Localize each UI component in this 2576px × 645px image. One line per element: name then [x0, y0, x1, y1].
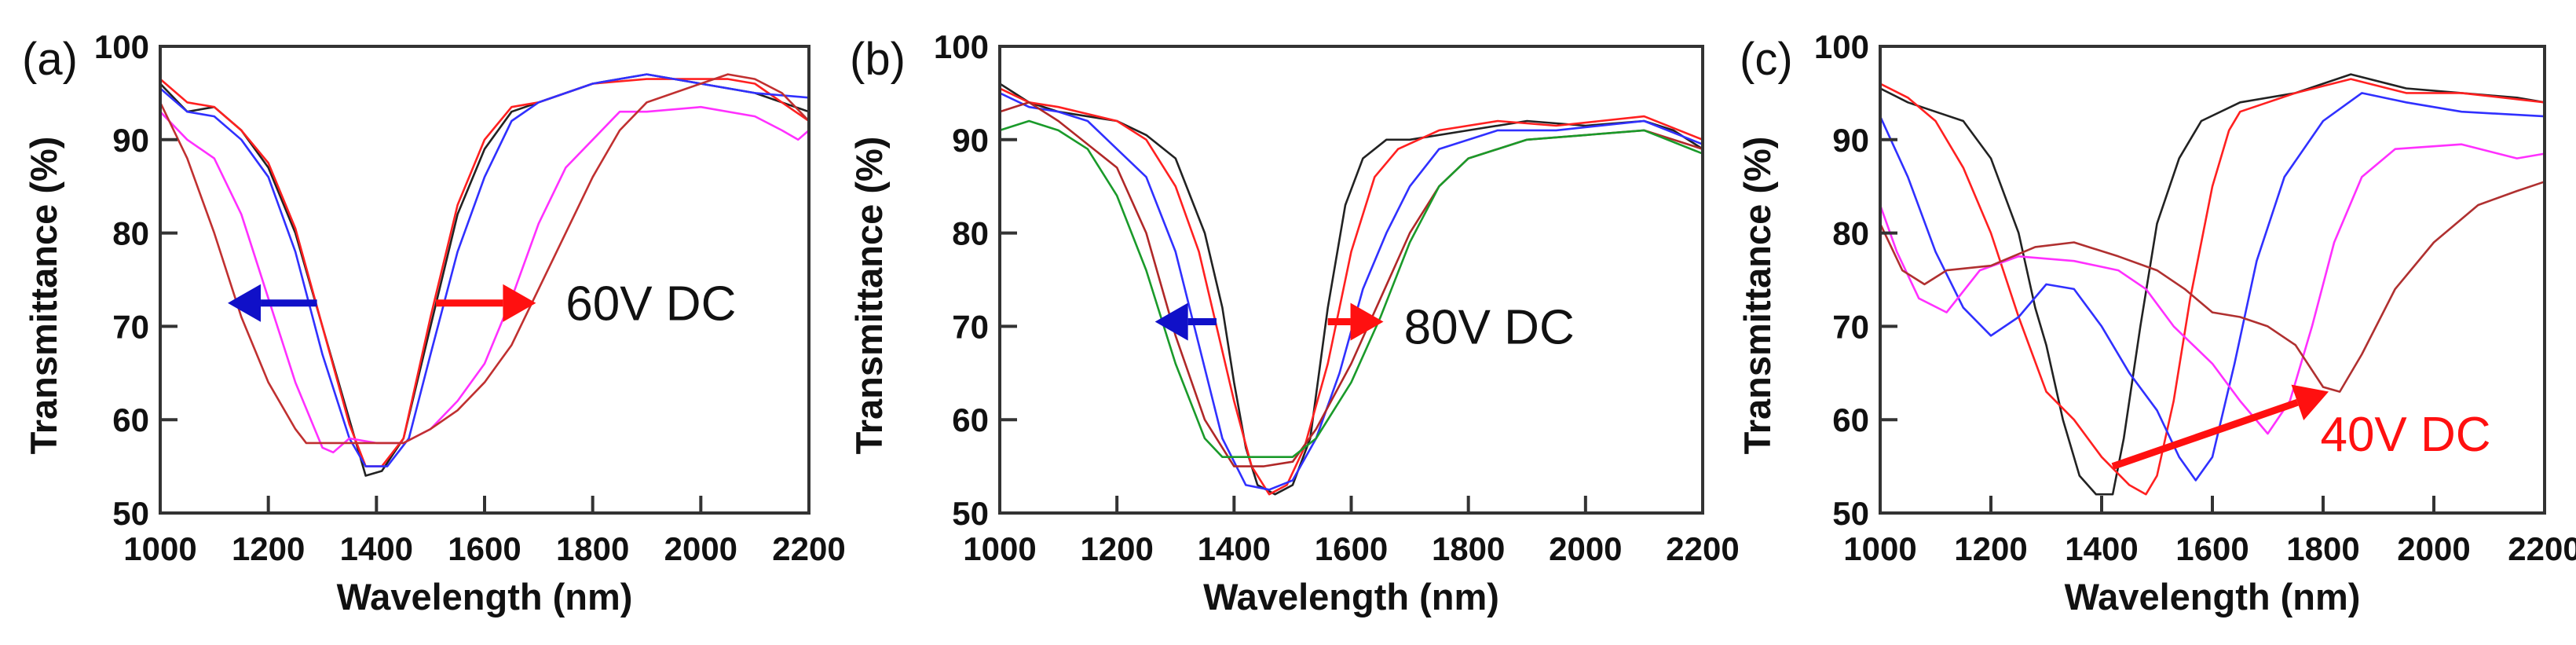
plot-frame: [998, 45, 1704, 515]
voltage-annotation: 60V DC: [565, 277, 736, 332]
series-line-magenta: [1880, 143, 2545, 435]
x-axis-title: Wavelength (nm): [1203, 576, 1499, 618]
panel-c: (c) 1000 1200 1400 1600 1800 2000 2200 50 60 70 80 9…: [1736, 28, 2576, 618]
shift-arrow: [1154, 302, 1217, 341]
y-tick-label: 70: [112, 308, 149, 345]
arrow-head-icon: [1350, 302, 1384, 341]
x-tick-label: 1400: [2065, 530, 2138, 567]
x-tick-label: 1600: [2175, 530, 2249, 567]
voltage-annotation: 40V DC: [2320, 408, 2490, 462]
series-line-red: [1880, 78, 2545, 496]
arrow-head-icon: [228, 284, 262, 322]
series-line-blue: [160, 73, 809, 467]
arrow-head-icon: [2291, 384, 2329, 420]
x-tick-label: 1200: [1954, 530, 2027, 567]
y-tick-label: 60: [112, 401, 149, 438]
x-tick-label: 2000: [1549, 530, 1622, 567]
series-line-black: [160, 73, 809, 477]
y-tick-label: 70: [1832, 308, 1869, 345]
x-axis-title: Wavelength (nm): [337, 576, 633, 618]
y-tick-label: 80: [112, 215, 149, 252]
series-line-blue: [1880, 92, 2545, 482]
y-tick-label: 50: [952, 495, 989, 532]
x-tick-label: 1000: [1843, 530, 1916, 567]
shift-arrow: [436, 284, 536, 322]
y-tick-label: 50: [112, 495, 149, 532]
x-tick-label: 1600: [1315, 530, 1388, 567]
x-tick-label: 2200: [2508, 530, 2576, 567]
x-tick-label: 1400: [340, 530, 413, 567]
x-tick-label: 1200: [232, 530, 305, 567]
x-tick-label: 1200: [1080, 530, 1153, 567]
y-tick-label: 80: [1832, 215, 1869, 252]
x-tick-label: 2200: [1666, 530, 1739, 567]
panel-label: (b): [850, 34, 906, 85]
series-line-magenta: [160, 105, 809, 454]
y-tick-label: 90: [1832, 122, 1869, 159]
y-axis-title: Transmittance (%): [848, 137, 890, 455]
x-tick-label: 1800: [556, 530, 629, 567]
series-line-dark-red: [1880, 181, 2545, 393]
y-axis-title: Transmittance (%): [1736, 137, 1778, 455]
arrow-head-icon: [1154, 302, 1188, 341]
panel-label: (a): [22, 34, 78, 85]
shift-arrow: [2111, 384, 2329, 470]
x-tick-label: 1000: [123, 530, 196, 567]
x-tick-label: 2200: [772, 530, 845, 567]
series-line-dark-red: [1000, 101, 1703, 467]
y-tick-label: 100: [1814, 28, 1869, 65]
shift-arrow: [228, 284, 317, 322]
y-axis-title: Transmittance (%): [23, 137, 64, 455]
x-tick-label: 1000: [963, 530, 1036, 567]
arrow-head-icon: [503, 284, 536, 322]
x-tick-label: 2000: [2397, 530, 2470, 567]
shift-arrow: [1327, 302, 1384, 341]
y-tick-label: 80: [952, 215, 989, 252]
panel-b: (b) 1000 1200 1400 1600 1800 2000 2200 50 60 70 80 9…: [848, 28, 1740, 618]
y-tick-label: 90: [112, 122, 149, 159]
series-line-blue: [1000, 92, 1703, 491]
series-line-black: [1000, 82, 1703, 496]
y-tick-label: 60: [952, 401, 989, 438]
series-line-green: [1000, 119, 1703, 458]
y-tick-label: 50: [1832, 495, 1869, 532]
y-tick-label: 100: [94, 28, 149, 65]
x-tick-label: 1600: [448, 530, 521, 567]
x-tick-label: 1800: [2286, 530, 2359, 567]
y-tick-label: 90: [952, 122, 989, 159]
x-tick-label: 1800: [1432, 530, 1505, 567]
voltage-annotation: 80V DC: [1404, 300, 1575, 354]
series-line-red: [160, 78, 809, 467]
series-line-red: [1000, 87, 1703, 496]
x-tick-label: 2000: [664, 530, 737, 567]
x-axis-title: Wavelength (nm): [2065, 576, 2361, 618]
y-tick-label: 60: [1832, 401, 1869, 438]
series-line-dark-red: [160, 73, 809, 445]
x-tick-label: 1400: [1198, 530, 1271, 567]
panel-label: (c): [1740, 34, 1793, 85]
panel-a: (a) 1000 1200 1400 1600 1800 2000 2200 50 60 70 80 9…: [22, 28, 846, 618]
y-tick-label: 70: [952, 308, 989, 345]
y-tick-label: 100: [934, 28, 989, 65]
